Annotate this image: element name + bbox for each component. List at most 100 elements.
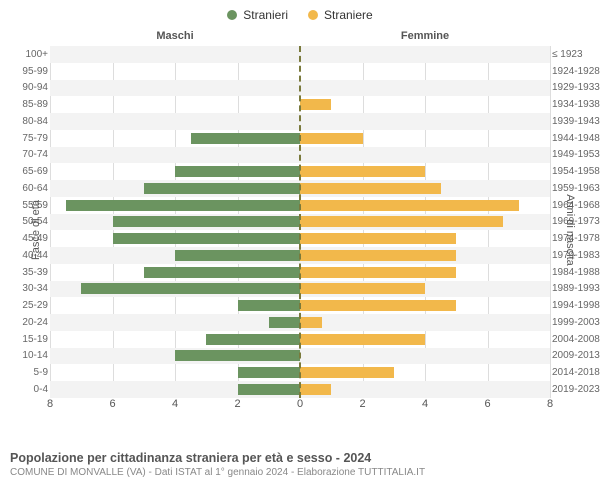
birth-year-label: 1964-1968: [552, 200, 600, 211]
bar-male: [113, 233, 301, 244]
bar-female: [300, 267, 456, 278]
bar-male: [238, 300, 301, 311]
birth-year-label: 2019-2023: [552, 384, 600, 395]
x-tick: 8: [47, 398, 53, 410]
age-label: 75-79: [8, 133, 48, 144]
bar-female: [300, 283, 425, 294]
age-label: 50-54: [8, 216, 48, 227]
age-label: 85-89: [8, 99, 48, 110]
bar-male: [238, 384, 301, 395]
birth-year-label: 1959-1963: [552, 183, 600, 194]
birth-year-label: 1979-1983: [552, 250, 600, 261]
age-label: 25-29: [8, 300, 48, 311]
bar-female: [300, 216, 503, 227]
header-maschi: Maschi: [156, 30, 193, 42]
birth-year-label: 1999-2003: [552, 317, 600, 328]
x-tick: 6: [484, 398, 490, 410]
gridline: [550, 46, 551, 398]
age-label: 30-34: [8, 283, 48, 294]
x-tick: 6: [109, 398, 115, 410]
x-tick: 4: [172, 398, 178, 410]
legend-female-label: Straniere: [324, 8, 373, 22]
x-tick: 2: [234, 398, 240, 410]
birth-year-label: 1994-1998: [552, 300, 600, 311]
y-axis-title-right: Anni di nascita: [564, 194, 576, 266]
header-femmine: Femmine: [401, 30, 449, 42]
male-swatch-icon: [227, 10, 237, 20]
centerline: [299, 46, 301, 398]
birth-year-label: 2014-2018: [552, 367, 600, 378]
chart-title: Popolazione per cittadinanza straniera p…: [10, 451, 590, 465]
birth-year-label: 1934-1938: [552, 99, 600, 110]
bar-male: [144, 183, 300, 194]
bar-male: [269, 317, 300, 328]
chart-area: Maschi Femmine 100+≤ 192395-991924-19289…: [50, 30, 550, 430]
age-label: 80-84: [8, 116, 48, 127]
bar-female: [300, 233, 456, 244]
birth-year-label: 1974-1978: [552, 233, 600, 244]
birth-year-label: 1924-1928: [552, 66, 600, 77]
legend-item-male: Stranieri: [227, 8, 288, 22]
bar-female: [300, 317, 322, 328]
age-label: 60-64: [8, 183, 48, 194]
bar-male: [81, 283, 300, 294]
female-swatch-icon: [308, 10, 318, 20]
age-label: 15-19: [8, 334, 48, 345]
bar-male: [238, 367, 301, 378]
age-label: 65-69: [8, 166, 48, 177]
age-label: 35-39: [8, 267, 48, 278]
bar-male: [175, 250, 300, 261]
birth-year-label: 1944-1948: [552, 133, 600, 144]
chart-subtitle: COMUNE DI MONVALLE (VA) - Dati ISTAT al …: [10, 467, 590, 478]
bar-male: [175, 350, 300, 361]
age-label: 0-4: [8, 384, 48, 395]
x-axis: 8 6 4 2 0 2 4 6 8: [50, 398, 550, 418]
legend: Stranieri Straniere: [0, 0, 600, 22]
birth-year-label: 2009-2013: [552, 350, 600, 361]
footer: Popolazione per cittadinanza straniera p…: [10, 451, 590, 478]
x-tick: 2: [359, 398, 365, 410]
age-label: 45-49: [8, 233, 48, 244]
age-label: 90-94: [8, 82, 48, 93]
bar-male: [206, 334, 300, 345]
birth-year-label: 1929-1933: [552, 82, 600, 93]
bar-female: [300, 99, 331, 110]
age-label: 5-9: [8, 367, 48, 378]
bar-female: [300, 200, 519, 211]
x-tick: 8: [547, 398, 553, 410]
x-tick: 0: [297, 398, 303, 410]
age-label: 100+: [8, 49, 48, 60]
column-headers: Maschi Femmine: [50, 30, 550, 46]
bar-female: [300, 133, 363, 144]
birth-year-label: ≤ 1923: [552, 49, 600, 60]
birth-year-label: 1949-1953: [552, 149, 600, 160]
legend-male-label: Stranieri: [243, 8, 288, 22]
birth-year-label: 1984-1988: [552, 267, 600, 278]
age-label: 20-24: [8, 317, 48, 328]
birth-year-label: 1969-1973: [552, 216, 600, 227]
bar-male: [113, 216, 301, 227]
bar-female: [300, 250, 456, 261]
bar-male: [66, 200, 300, 211]
birth-year-label: 1954-1958: [552, 166, 600, 177]
bar-female: [300, 166, 425, 177]
age-label: 70-74: [8, 149, 48, 160]
birth-year-label: 2004-2008: [552, 334, 600, 345]
bar-female: [300, 384, 331, 395]
bar-male: [191, 133, 300, 144]
bar-female: [300, 300, 456, 311]
y-axis-title-left: Fasce di età: [30, 200, 42, 260]
age-label: 40-44: [8, 250, 48, 261]
bar-male: [175, 166, 300, 177]
bar-male: [144, 267, 300, 278]
x-tick: 4: [422, 398, 428, 410]
bar-female: [300, 183, 441, 194]
age-label: 55-59: [8, 200, 48, 211]
bar-female: [300, 367, 394, 378]
age-label: 10-14: [8, 350, 48, 361]
birth-year-label: 1989-1993: [552, 283, 600, 294]
birth-year-label: 1939-1943: [552, 116, 600, 127]
bar-female: [300, 334, 425, 345]
legend-item-female: Straniere: [308, 8, 373, 22]
age-label: 95-99: [8, 66, 48, 77]
